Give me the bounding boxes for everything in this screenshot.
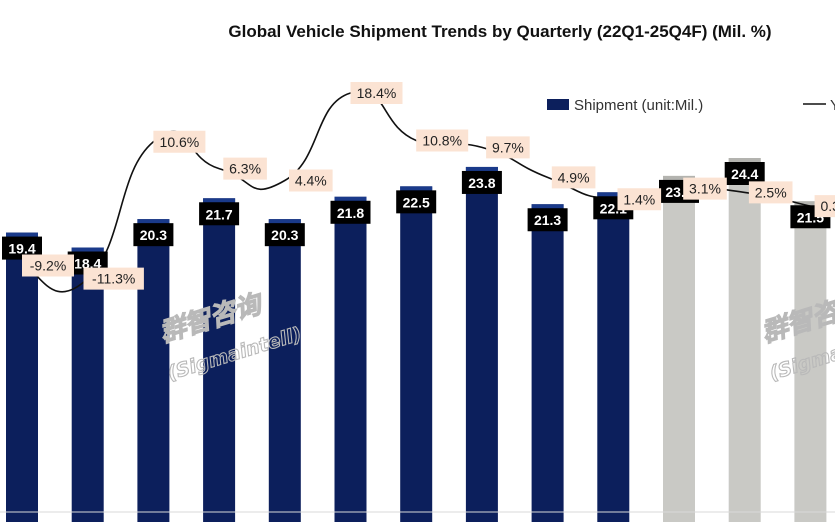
bar-22Q3 [137,219,170,522]
bar-top-23Q1 [268,219,301,224]
bar-label-22Q4: 21.7 [199,202,240,226]
bar-23Q3 [400,186,433,522]
svg-text:Shipment (unit:Mil.): Shipment (unit:Mil.) [574,97,703,114]
bar-top-22Q3 [137,219,170,224]
svg-text:24.4: 24.4 [731,166,758,182]
svg-text:10.8%: 10.8% [422,133,462,149]
bar-22Q1 [6,232,38,522]
bar-24Q4 [728,158,761,522]
bar-label-24Q1: 21.3 [527,208,568,232]
svg-text:3.1%: 3.1% [689,181,721,197]
legend-item-yoy: Y [803,97,835,114]
svg-text:9.7%: 9.7% [492,139,524,155]
bar-top-22Q2 [71,247,104,252]
svg-text:18.4: 18.4 [74,256,101,272]
yoy-label-22Q2: -11.3% [83,267,144,290]
bar-top-25Q1F [794,201,827,206]
yoy-label-24Q1: 4.9% [551,166,596,189]
svg-text:21.8: 21.8 [337,205,364,221]
bar-top-24Q4 [728,158,761,162]
bar-label-22Q1: 19.4 [2,236,42,260]
yoy-label-22Q4: 6.3% [223,157,267,180]
legend: Shipment (unit:Mil.) Y [547,97,835,114]
svg-text:18.4%: 18.4% [357,85,397,101]
yoy-label-22Q3: 10.6% [153,130,206,153]
bar-24Q2 [597,192,630,522]
bar-label-23Q2: 21.8 [330,200,371,224]
svg-text:-9.2%: -9.2% [30,258,67,274]
svg-text:10.6%: 10.6% [160,134,200,150]
bar-top-22Q4 [203,198,236,203]
bar-label-24Q4: 24.4 [724,162,765,185]
bar-top-22Q1 [6,232,38,237]
yoy-label-24Q2: 1.4% [617,188,662,211]
yoy-label-23Q2: 18.4% [350,82,403,104]
chart-title: Global Vehicle Shipment Trends by Quarte… [228,22,772,41]
svg-text:0.3%: 0.3% [820,198,835,214]
yoy-label-24Q3: 3.1% [683,177,727,200]
svg-text:23.8: 23.8 [468,175,495,191]
legend-item-shipment: Shipment (unit:Mil.) [547,97,703,114]
bar-24Q3 [663,175,695,522]
svg-text:21.3: 21.3 [534,212,561,228]
svg-text:-11.3%: -11.3% [92,271,135,287]
svg-text:2.5%: 2.5% [755,184,787,200]
bar-22Q2 [71,247,104,522]
bar-label-22Q3: 20.3 [133,223,174,247]
bar-top-24Q2 [597,192,630,197]
bar-23Q1 [268,219,301,522]
bar-top-23Q2 [334,196,367,201]
bar-top-23Q4 [465,166,498,171]
svg-text:22.5: 22.5 [403,194,430,210]
bar-value-labels: 19.418.420.321.720.321.822.523.821.322.1… [2,162,831,275]
bar-24Q1 [531,204,564,522]
bar-label-23Q4: 23.8 [461,170,502,194]
bar-23Q2 [334,196,367,522]
svg-text:4.9%: 4.9% [558,169,590,185]
bar-22Q4 [203,198,236,522]
svg-text:6.3%: 6.3% [229,161,261,177]
svg-text:4.4%: 4.4% [295,173,327,189]
bar-25Q1F [794,201,827,522]
bars-layer [6,158,827,522]
yoy-label-22Q1: -9.2% [22,254,74,277]
svg-text:Y: Y [830,97,835,114]
svg-text:21.7: 21.7 [205,206,232,222]
yoy-label-24Q4: 2.5% [748,181,793,204]
bar-top-23Q3 [400,186,433,191]
yoy-label-25Q1F: 0.3% [814,195,835,218]
svg-text:19.4: 19.4 [8,241,35,257]
yoy-label-23Q3: 10.8% [416,129,469,152]
bar-label-23Q3: 22.5 [396,190,437,214]
yoy-label-23Q1: 4.4% [289,169,333,192]
bar-top-24Q1 [531,204,564,209]
yoy-label-23Q4: 9.7% [486,136,530,159]
bar-23Q4 [465,166,498,522]
yoy-value-labels: -9.2% -11.3% 10.6% 6.3% 4.4% 18.4% 10.8% 9.7% 4.… [22,82,835,290]
svg-text:20.3: 20.3 [271,227,298,243]
svg-text:1.4%: 1.4% [623,191,655,207]
svg-text:20.3: 20.3 [140,227,167,243]
bar-top-24Q3 [663,175,695,180]
bar-label-23Q1: 20.3 [264,223,305,247]
